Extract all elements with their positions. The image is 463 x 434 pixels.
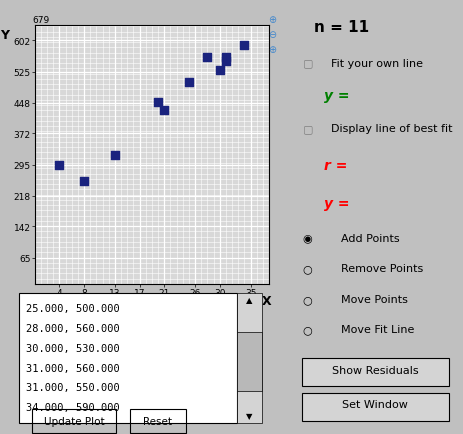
Text: 679: 679	[32, 16, 50, 25]
Bar	[19, 293, 237, 423]
Text: ▢: ▢	[302, 59, 313, 69]
Text: Y: Y	[0, 29, 9, 42]
Text: Set Window: Set Window	[342, 400, 407, 409]
Text: ▢: ▢	[302, 124, 313, 134]
Text: y =: y =	[324, 196, 349, 210]
Point	[203, 55, 211, 62]
Text: ▲: ▲	[246, 295, 252, 304]
Text: Fit your own line: Fit your own line	[330, 59, 422, 69]
Text: ○: ○	[302, 325, 312, 335]
Bar	[237, 293, 261, 423]
Text: ◉: ◉	[302, 233, 312, 243]
Text: 28.000, 560.000: 28.000, 560.000	[26, 323, 119, 333]
Point	[216, 67, 223, 74]
Text: Display line of best fit: Display line of best fit	[330, 124, 451, 134]
Text: 31.000, 560.000: 31.000, 560.000	[26, 363, 119, 373]
Text: 34.000, 590.000: 34.000, 590.000	[26, 402, 119, 412]
Point	[154, 99, 162, 106]
Text: ⊕: ⊕	[268, 15, 276, 24]
Point	[222, 59, 229, 66]
Text: Update Plot: Update Plot	[44, 416, 104, 426]
Point	[80, 178, 88, 185]
Point	[160, 107, 168, 114]
Text: y =: y =	[324, 89, 349, 103]
Text: Show Residuals: Show Residuals	[332, 365, 418, 375]
Text: 25.000, 500.000: 25.000, 500.000	[26, 303, 119, 313]
Point	[56, 162, 63, 169]
Text: ▼: ▼	[246, 411, 252, 421]
Bar	[237, 332, 261, 391]
Point	[185, 79, 192, 86]
Point	[111, 152, 119, 159]
Text: X: X	[261, 295, 271, 308]
Text: Move Fit Line: Move Fit Line	[340, 325, 413, 335]
Point	[222, 55, 229, 62]
Text: Remove Points: Remove Points	[340, 264, 422, 274]
Text: Reset: Reset	[143, 416, 172, 426]
FancyBboxPatch shape	[301, 358, 448, 386]
Text: n = 11: n = 11	[314, 20, 369, 34]
Text: r =: r =	[324, 158, 347, 172]
Text: 30.000, 530.000: 30.000, 530.000	[26, 343, 119, 353]
Text: 31.000, 550.000: 31.000, 550.000	[26, 382, 119, 392]
Text: Add Points: Add Points	[340, 233, 399, 243]
Text: ○: ○	[302, 264, 312, 274]
FancyBboxPatch shape	[301, 393, 448, 421]
Text: ⊕: ⊕	[268, 45, 276, 55]
Text: ○: ○	[302, 294, 312, 304]
Text: ⊖: ⊖	[268, 30, 276, 39]
Text: Move Points: Move Points	[340, 294, 407, 304]
Point	[240, 43, 248, 49]
